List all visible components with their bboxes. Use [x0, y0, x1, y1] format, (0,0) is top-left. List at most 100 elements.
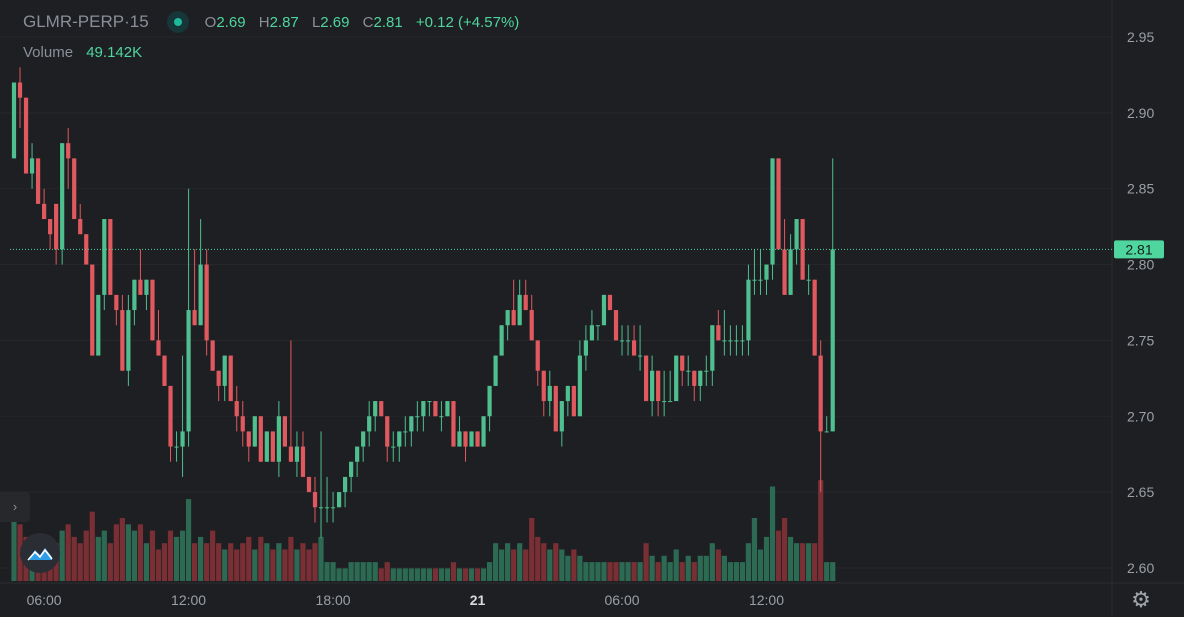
- volume-bar: [523, 549, 529, 581]
- gear-icon[interactable]: ⚙: [1131, 587, 1151, 612]
- candle-body: [463, 431, 468, 447]
- candle-body: [240, 416, 245, 432]
- candle-body: [824, 431, 829, 433]
- candle-body: [132, 279, 137, 311]
- volume-bar: [830, 562, 836, 581]
- candle-body: [60, 143, 65, 250]
- volume-bar: [697, 555, 703, 581]
- volume-bar: [685, 555, 691, 581]
- volume-bar: [781, 518, 788, 581]
- volume-bar: [450, 562, 457, 581]
- volume-bar: [65, 524, 71, 581]
- candle-body: [222, 355, 227, 386]
- volume-bar: [282, 549, 288, 581]
- candle-body: [23, 97, 29, 174]
- volume-bar: [318, 536, 324, 581]
- volume-bar: [330, 562, 336, 581]
- chevron-right-icon[interactable]: ›: [0, 492, 30, 522]
- time-tick-label: 18:00: [316, 592, 351, 608]
- time-axis[interactable]: 06:00 12:00 18:00 21 06:00 12:00: [0, 582, 1184, 608]
- candle-body: [90, 264, 95, 356]
- change-value: +0.12 (+4.57%): [415, 13, 520, 31]
- candle-body: [619, 340, 625, 342]
- volume-bar: [595, 562, 601, 581]
- candle-body: [294, 446, 300, 462]
- volume-bar: [818, 480, 824, 581]
- volume-bar: [264, 543, 270, 581]
- symbol-name[interactable]: GLMR-PERP: [23, 12, 125, 31]
- volume-bar: [486, 562, 493, 581]
- candle-body: [336, 492, 342, 508]
- candle-body: [601, 294, 607, 326]
- candle-body: [625, 340, 631, 342]
- price-tick-label: 2.65: [1127, 484, 1154, 500]
- volume-bar: [378, 568, 384, 581]
- candle-body: [180, 431, 185, 447]
- candle-body: [686, 370, 691, 372]
- volume-bar: [763, 536, 770, 581]
- interval-label[interactable]: 15: [129, 12, 149, 31]
- volume-bar: [228, 543, 234, 581]
- volume-bar: [800, 543, 806, 581]
- volume-bar: [125, 524, 131, 581]
- price-tick-label: 2.80: [1127, 257, 1154, 273]
- candle-body: [613, 310, 619, 341]
- volume-bar: [173, 536, 180, 581]
- volume-bar: [119, 518, 125, 581]
- candle-body: [282, 416, 287, 447]
- candle-body: [54, 203, 59, 250]
- volume-bar: [727, 562, 733, 581]
- candle-body: [150, 279, 155, 341]
- candle-body: [138, 279, 143, 295]
- volume-bar: [216, 543, 222, 581]
- candle-body: [318, 507, 324, 509]
- candle-body: [481, 416, 486, 447]
- candle-body: [192, 310, 197, 326]
- candle-body: [330, 507, 336, 509]
- candle-body: [361, 431, 366, 447]
- candle-body: [403, 431, 408, 433]
- volume-bar: [607, 562, 613, 581]
- volume-bar: [137, 524, 144, 581]
- volume-bar: [354, 562, 360, 581]
- volume-bar: [83, 530, 89, 581]
- candle-body: [565, 385, 570, 402]
- candle-body: [11, 82, 17, 159]
- candle-body: [288, 446, 294, 462]
- candle-body: [379, 401, 384, 417]
- time-tick-label: 06:00: [604, 592, 639, 608]
- candle-body: [547, 385, 552, 402]
- candle-body: [349, 461, 354, 477]
- volume-bar: [511, 549, 517, 581]
- mountain-logo-icon[interactable]: [20, 533, 60, 573]
- price-tick-label: 2.70: [1127, 408, 1154, 424]
- candle-body: [427, 401, 432, 403]
- candle-body: [174, 446, 179, 448]
- volume-bar: [77, 543, 83, 581]
- volume-bar: [143, 543, 150, 581]
- volume-bar: [703, 555, 709, 581]
- candle-body: [421, 401, 426, 417]
- volume-bar: [571, 549, 577, 581]
- candle-body: [228, 355, 233, 402]
- volume-bar: [637, 562, 643, 581]
- candle-body: [96, 294, 101, 356]
- candle-body: [650, 370, 655, 402]
- volume-bar: [625, 562, 631, 581]
- candle-body: [541, 370, 546, 402]
- volume-bar: [95, 536, 101, 581]
- volume-bar: [258, 536, 264, 581]
- price-tick-label: 2.85: [1127, 181, 1154, 197]
- volume-bar: [462, 568, 469, 581]
- price-axis[interactable]: 2.95 2.90 2.85 2.80 2.75 2.70 2.65 2.60: [1127, 29, 1154, 576]
- volume-bar: [529, 518, 535, 581]
- candle-body: [764, 264, 769, 280]
- volume-bar: [468, 568, 475, 581]
- candle-body: [571, 385, 576, 417]
- volume-label[interactable]: Volume: [23, 44, 74, 61]
- volume-bar: [372, 562, 378, 581]
- candle-body: [276, 416, 281, 462]
- candle-body: [198, 264, 203, 326]
- candle-body: [355, 446, 360, 462]
